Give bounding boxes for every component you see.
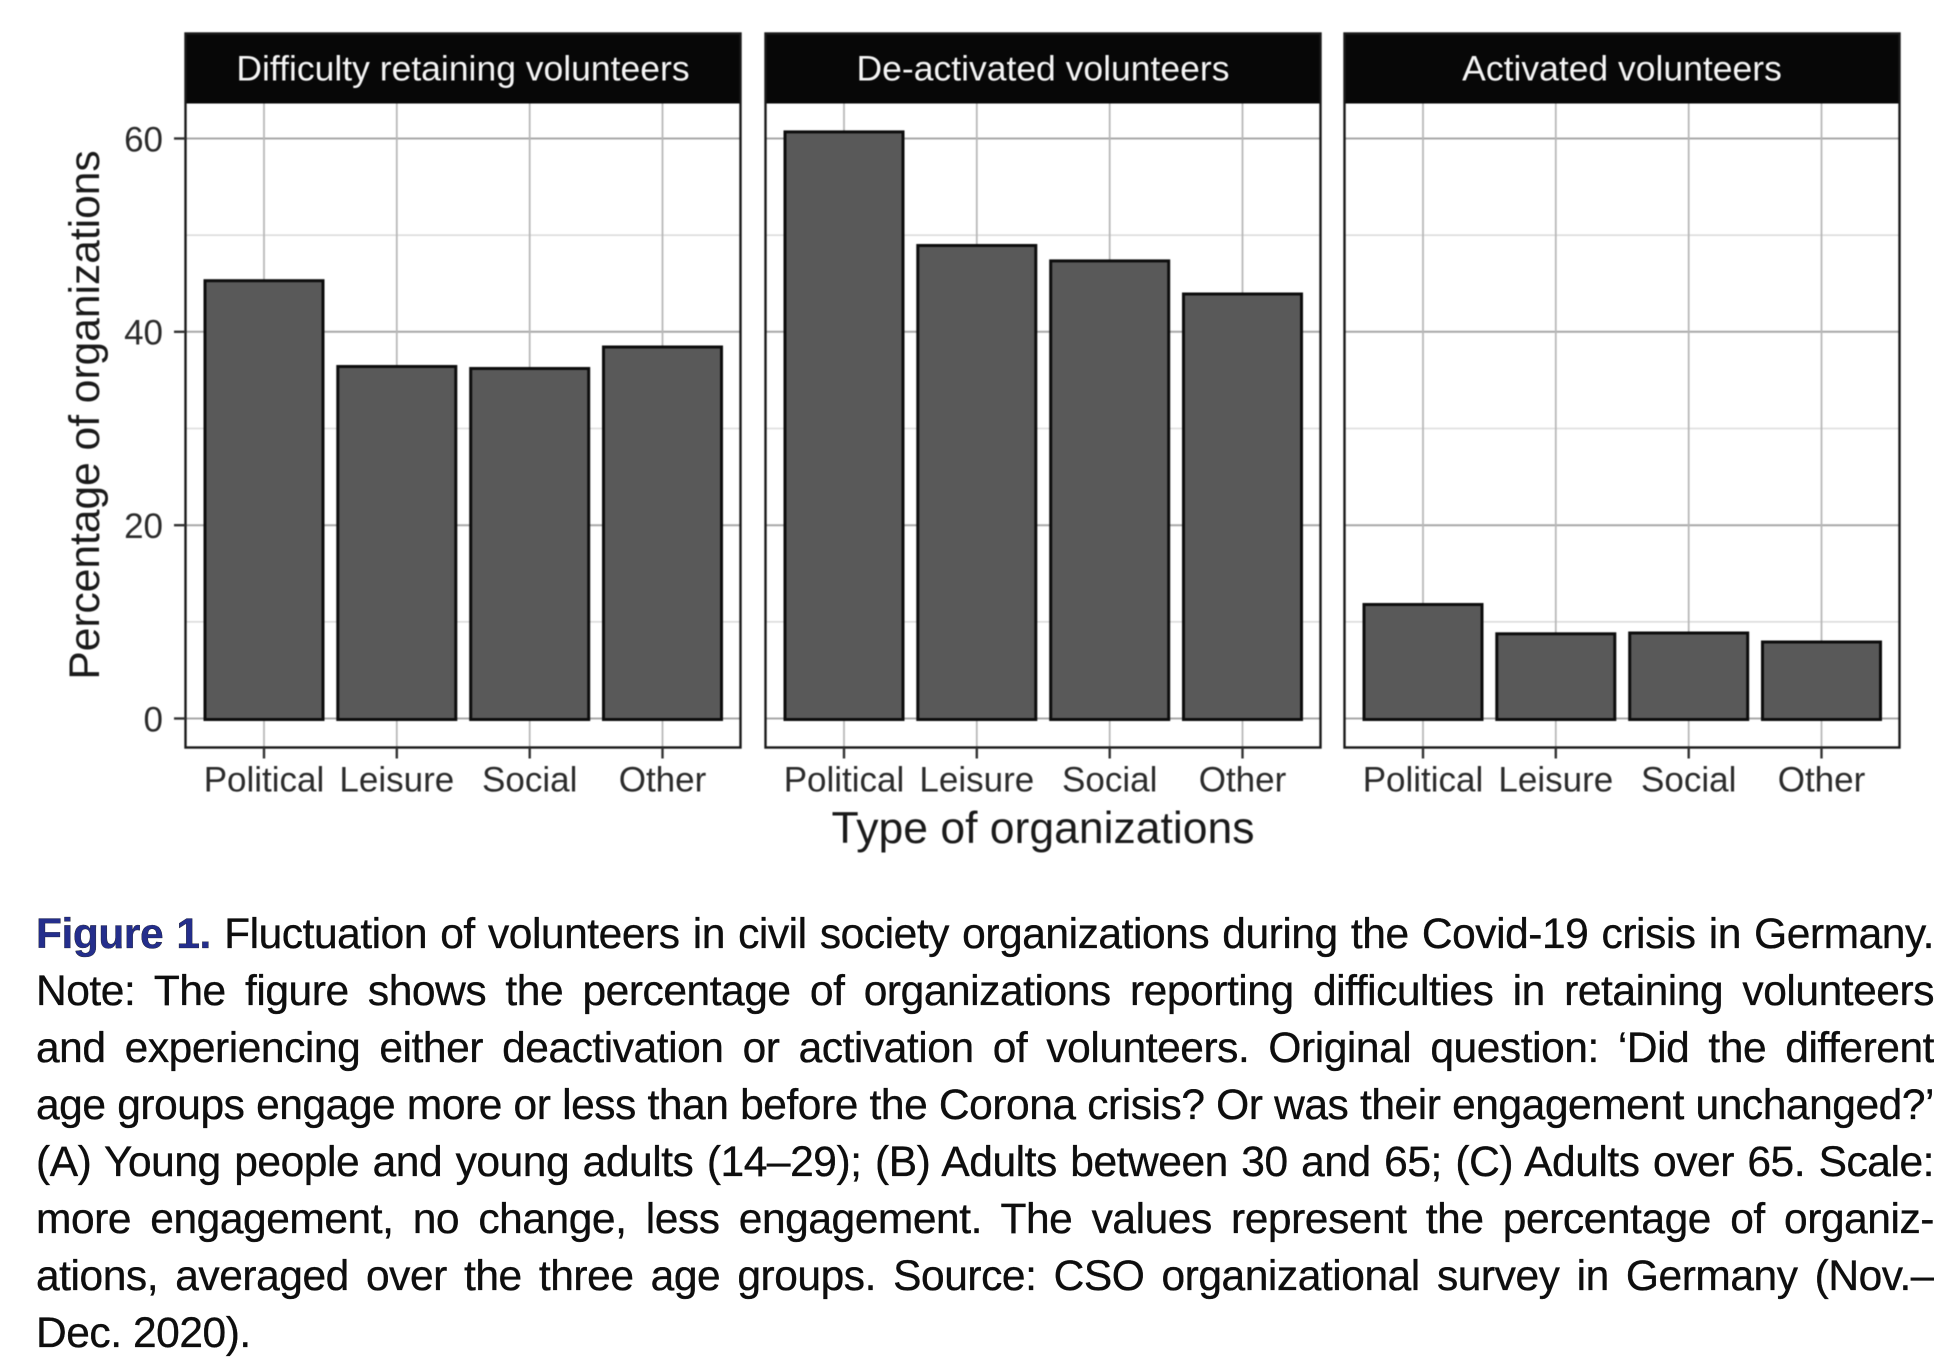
svg-text:Political: Political: [204, 761, 325, 800]
svg-text:Other: Other: [619, 761, 707, 800]
svg-text:Other: Other: [1199, 761, 1287, 800]
svg-text:Type of organizations: Type of organizations: [831, 804, 1254, 853]
svg-text:Social: Social: [1062, 761, 1157, 800]
svg-text:Leisure: Leisure: [919, 761, 1034, 800]
svg-text:Leisure: Leisure: [339, 761, 454, 800]
svg-text:Leisure: Leisure: [1498, 761, 1613, 800]
svg-text:20: 20: [124, 507, 163, 546]
svg-text:Difficulty retaining volunteer: Difficulty retaining volunteers: [236, 49, 689, 89]
svg-text:Other: Other: [1778, 761, 1866, 800]
svg-text:60: 60: [124, 120, 163, 159]
svg-text:De-activated volunteers: De-activated volunteers: [857, 49, 1230, 89]
svg-text:Activated volunteers: Activated volunteers: [1462, 49, 1782, 89]
svg-text:0: 0: [144, 700, 163, 739]
svg-text:Political: Political: [784, 761, 905, 800]
svg-text:Political: Political: [1363, 761, 1484, 800]
svg-text:Percentage of organizations: Percentage of organizations: [62, 150, 109, 679]
svg-text:Social: Social: [482, 761, 577, 800]
svg-text:Social: Social: [1641, 761, 1736, 800]
svg-text:40: 40: [124, 314, 163, 353]
